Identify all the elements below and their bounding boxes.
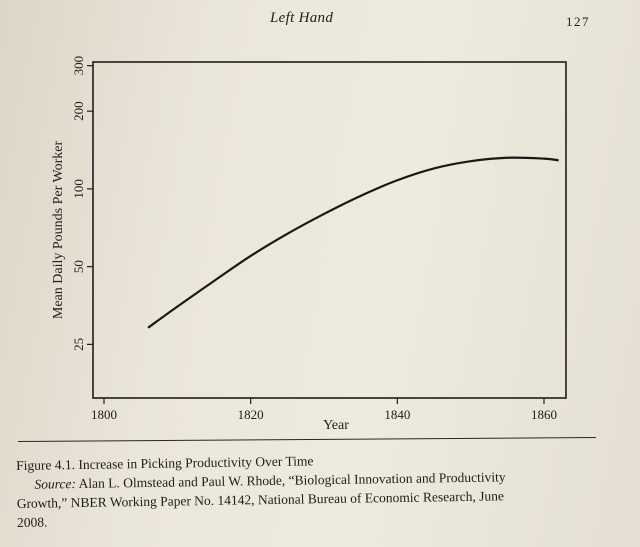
- x-tick-label: 1820: [238, 407, 264, 422]
- running-head: Left Hand: [270, 10, 334, 26]
- x-tick-label: 1800: [91, 407, 117, 422]
- y-tick-label: 100: [71, 179, 86, 199]
- source-label: Source:: [34, 476, 77, 492]
- x-axis: 1800 1820 1840 1860: [91, 398, 557, 422]
- x-tick-label: 1860: [531, 407, 557, 422]
- plot-frame: [92, 61, 567, 399]
- y-tick-label: 200: [71, 101, 86, 121]
- y-axis: 25 50 100 200 300: [71, 56, 93, 351]
- y-axis-label: Mean Daily Pounds Per Worker: [51, 141, 66, 320]
- y-tick-label: 50: [71, 260, 86, 273]
- y-tick-label: 25: [71, 338, 86, 351]
- x-tick-label: 1840: [384, 407, 410, 422]
- figure-caption: Figure 4.1. Increase in Picking Producti…: [16, 447, 617, 532]
- y-tick-label: 300: [71, 56, 86, 76]
- x-axis-label: Year: [323, 418, 349, 433]
- page-number: 127: [566, 14, 590, 29]
- series-line: [147, 156, 559, 329]
